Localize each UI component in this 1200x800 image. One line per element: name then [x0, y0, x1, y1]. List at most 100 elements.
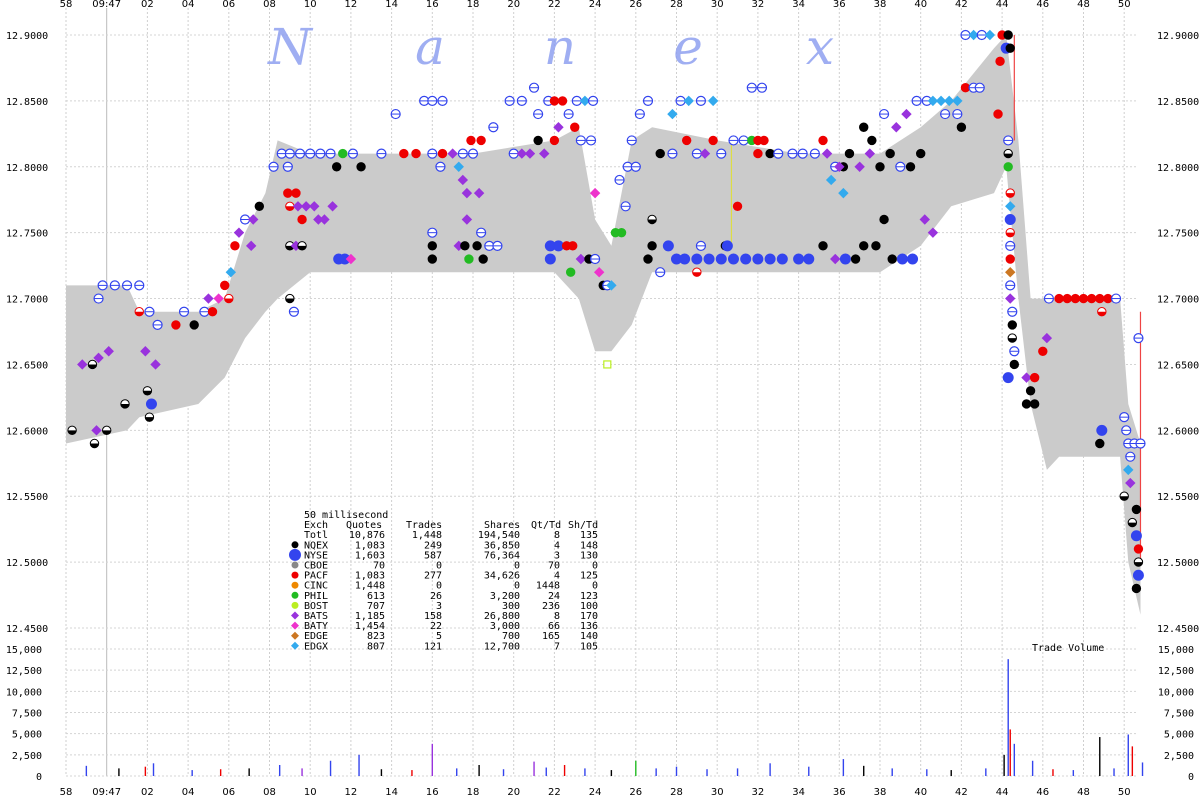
quote-marker-nyse [630, 161, 641, 172]
quote-marker-nyse [467, 148, 479, 159]
quote-marker-nyse [376, 148, 387, 159]
quote-marker-nyse [911, 95, 922, 106]
quote-marker-bats [927, 227, 939, 238]
quote-marker-phil [1003, 162, 1013, 172]
quote-marker-nyse [679, 253, 691, 265]
quote-marker-nqex [1021, 399, 1032, 409]
quote-marker-bost [603, 360, 612, 369]
quote-marker-bats [575, 253, 587, 265]
time-tick-label-top: 48 [1077, 0, 1090, 10]
quote-marker-edgx [1005, 201, 1016, 212]
quote-marker-nqex [765, 148, 775, 159]
volume-tick-label-right: 5,000 [1164, 730, 1194, 741]
watermark-letter: e [673, 18, 703, 76]
stats-cell: 34,626 [484, 571, 520, 582]
quote-marker-bats [140, 346, 151, 357]
quote-marker-nyse [134, 280, 145, 291]
quote-marker-nyse [1110, 293, 1122, 304]
time-tick-label-top: 40 [914, 0, 927, 10]
price-tick-label-left: 12.8000 [6, 163, 48, 174]
stats-cell: 0 [592, 581, 598, 592]
quote-marker-edgx [943, 95, 955, 107]
quote-marker-nqex [875, 162, 885, 172]
time-tick-label-top: 09:47 [92, 0, 121, 10]
time-tick-label-top: 44 [996, 0, 1009, 10]
stats-cell: 7 [554, 641, 560, 652]
quote-marker-nyse [662, 240, 674, 252]
watermark-letter: x [806, 18, 834, 76]
price-tick-label-right: 12.6000 [1157, 426, 1199, 437]
quote-marker-nyse [145, 398, 157, 410]
quote-marker-pacf [753, 148, 763, 159]
time-tick-label-bottom: 50 [1118, 787, 1131, 798]
stats-cell: PACF [304, 571, 328, 582]
stats-cell: 277 [424, 571, 442, 582]
time-tick-label-bottom: 16 [426, 787, 439, 798]
stats-cell: 8 [554, 530, 560, 541]
quote-marker-edge [1005, 266, 1016, 278]
stats-cell: 1,454 [355, 621, 385, 632]
quote-marker-edgx [683, 95, 694, 107]
quote-marker-bats [319, 214, 330, 225]
legend-marker [291, 591, 299, 599]
time-tick-label-bottom: 32 [752, 787, 765, 798]
stats-column-header: Trades [406, 520, 442, 531]
quote-marker-nyse [268, 161, 279, 172]
quote-marker-nyse [695, 240, 707, 251]
time-tick-label-top: 04 [182, 0, 195, 10]
quote-marker-bats [1041, 332, 1053, 344]
quote-marker-bats [553, 122, 564, 133]
stats-cell: 22 [430, 621, 442, 632]
stats-cell: BOST [304, 601, 328, 612]
stats-cell: 130 [580, 550, 598, 561]
quote-marker-bats [901, 108, 912, 120]
quote-marker-nyse [793, 253, 805, 265]
stats-cell: 165 [542, 631, 560, 642]
quote-marker-nyse [1005, 240, 1016, 251]
quote-marker-nyse [1135, 438, 1146, 449]
time-tick-label-bottom: 04 [182, 787, 195, 798]
grid-lines [65, 8, 1138, 777]
quote-marker-nyse [642, 95, 654, 106]
quote-marker-bats [864, 148, 876, 159]
time-tick-label-bottom: 09:47 [92, 787, 121, 798]
quote-marker-nqex [818, 241, 828, 251]
quote-marker-bats [699, 148, 711, 159]
time-tick-label-bottom: 40 [914, 787, 927, 798]
quote-marker-nyse [528, 82, 540, 93]
stats-cell: Totl [304, 530, 328, 541]
time-tick-label-bottom: 58 [60, 787, 73, 798]
quote-marker-edgx [579, 95, 591, 107]
time-tick-label-top: 14 [385, 0, 398, 10]
quote-marker-pacf [1103, 293, 1113, 304]
price-tick-label-left: 12.8500 [6, 97, 48, 108]
stats-interval-label: 50 millisecond [304, 510, 388, 521]
quote-marker-nyse [756, 82, 768, 93]
watermark-letter: n [544, 18, 576, 76]
quote-marker-nyse [427, 227, 438, 238]
quote-marker-nyse [738, 135, 749, 146]
time-tick-label-top: 22 [548, 0, 561, 10]
quote-marker-pacf [1005, 188, 1015, 198]
quote-marker-nqex [867, 135, 877, 146]
axes: 585809:4709:4702020404060608081010121214… [6, 0, 1199, 798]
quote-marker-bats [248, 214, 259, 225]
legend-marker [291, 631, 299, 640]
quote-marker-nqex [916, 148, 926, 159]
quote-marker-edgx [707, 95, 719, 107]
quote-marker-nqex [144, 412, 155, 422]
quote-marker-bats [919, 214, 930, 225]
volume-tick-label-right: 15,000 [1158, 645, 1194, 656]
time-tick-label-top: 20 [507, 0, 520, 10]
quote-marker-nyse [109, 280, 120, 291]
quote-marker-nqex [120, 399, 130, 409]
quote-marker-pacf [1062, 293, 1072, 304]
volume-tick-label-left: 10,000 [6, 687, 42, 698]
quote-marker-nyse [752, 253, 764, 265]
quote-marker-bats [77, 359, 88, 370]
quote-marker-nyse [787, 148, 798, 159]
time-tick-label-bottom: 22 [548, 787, 561, 798]
stats-cell: 4 [554, 571, 560, 582]
quote-marker-nyse [716, 148, 727, 159]
